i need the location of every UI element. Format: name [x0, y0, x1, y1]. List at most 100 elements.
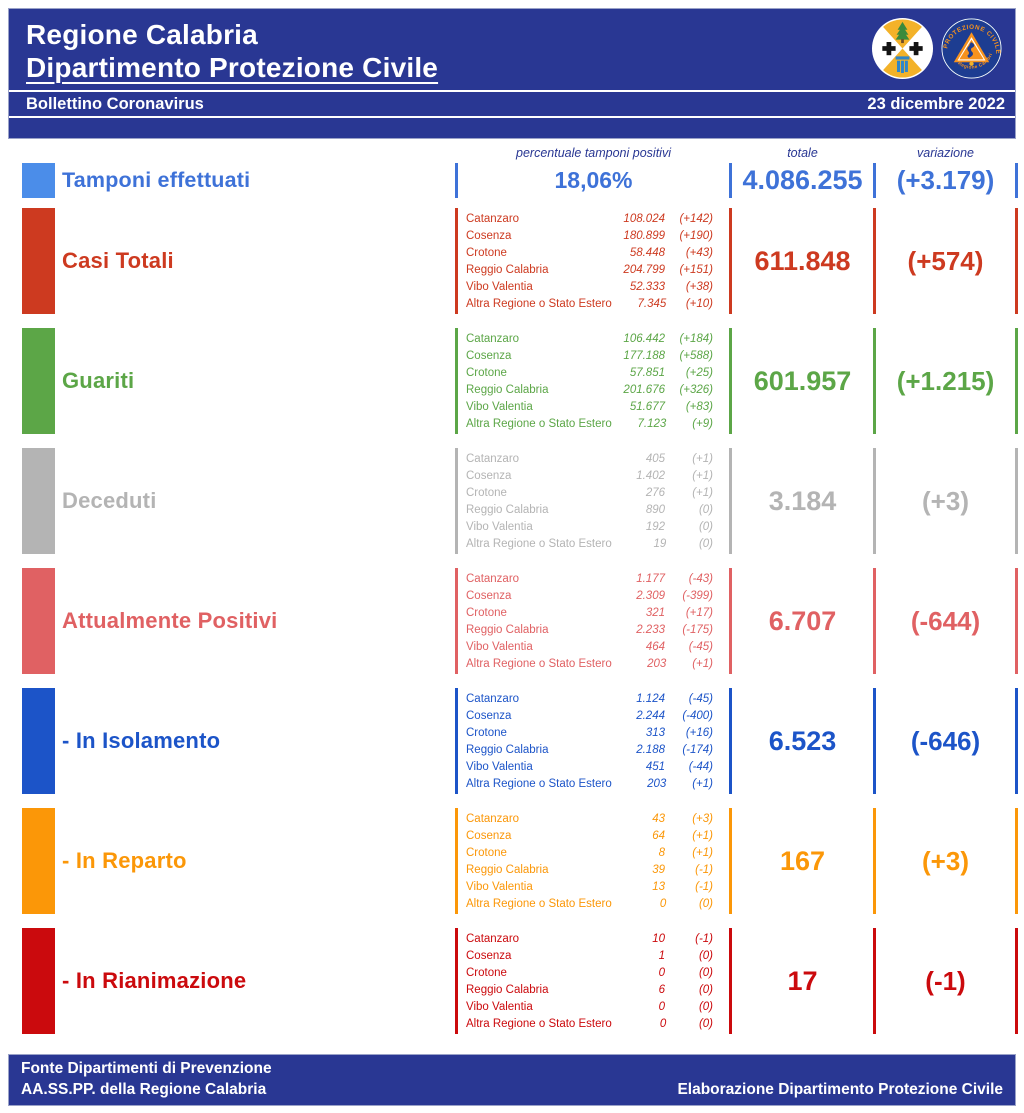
column-separator: [1015, 808, 1018, 914]
province-name: Cosenza: [466, 349, 512, 362]
province-line: Vibo Valentia 13 (-1): [466, 878, 713, 895]
tamponi-variation-value: (+3.179): [896, 165, 995, 195]
bulletin-banner: Regione Calabria Dipartimento Protezione…: [8, 8, 1016, 139]
column-separator: [873, 928, 876, 1034]
row-color-bar: [22, 328, 55, 434]
column-separator: [1015, 163, 1018, 198]
column-separator: [729, 808, 732, 914]
province-variation: (+25): [685, 366, 713, 379]
province-variation: (+9): [692, 417, 713, 430]
province-name: Catanzaro: [466, 572, 520, 585]
province-line: Reggio Calabria 204.799 (+151): [466, 261, 713, 278]
province-name: Cosenza: [466, 949, 512, 962]
province-name: Altra Regione o Stato Estero: [466, 897, 612, 910]
province-variation: (-1): [695, 880, 713, 893]
row-label: Deceduti: [62, 488, 157, 513]
province-line: Catanzaro 106.442 (+184): [466, 330, 713, 347]
province-variation: (0): [698, 520, 713, 533]
province-variation: (0): [698, 503, 713, 516]
province-name: Crotone: [466, 606, 507, 619]
province-value: 2.309: [636, 589, 665, 602]
province-variation: (-1): [695, 932, 713, 945]
province-value: 1.124: [636, 692, 665, 705]
province-value: 64: [652, 829, 665, 842]
province-variation: (+1): [692, 829, 713, 842]
bulletin-subbar: Bollettino Coronavirus 23 dicembre 2022: [9, 92, 1015, 116]
banner-divider: [9, 90, 1015, 92]
row-variation-value: (+3): [922, 485, 969, 516]
province-variation: (+1): [692, 452, 713, 465]
province-variation: (+184): [679, 332, 713, 345]
column-separator: [729, 448, 732, 554]
province-line: Reggio Calabria 2.188 (-174): [466, 741, 713, 758]
province-name: Vibo Valentia: [466, 640, 533, 653]
province-variation: (+190): [679, 229, 713, 242]
province-value: 2.188: [636, 743, 665, 756]
province-value: 201.676: [623, 383, 665, 396]
province-value: 1.177: [636, 572, 665, 585]
province-line: Crotone 313 (+16): [466, 724, 713, 741]
province-name: Crotone: [466, 366, 507, 379]
province-variation: (+1): [692, 657, 713, 670]
province-line: Altra Regione o Stato Estero 203 (+1): [466, 775, 713, 792]
province-line: Vibo Valentia 52.333 (+38): [466, 278, 713, 295]
row-color-bar: [22, 448, 55, 554]
province-variation: (+588): [679, 349, 713, 362]
stat-row: Guariti Catanzaro 106.442 (+184) Cosenza 177…: [0, 328, 1024, 434]
province-variation: (-43): [688, 572, 713, 585]
bulletin-date: 23 dicembre 2022: [867, 94, 1005, 113]
column-separator: [1015, 328, 1018, 434]
province-variation: (+83): [685, 400, 713, 413]
province-value: 321: [645, 606, 665, 619]
province-value: 451: [645, 760, 665, 773]
regione-calabria-logo-icon: [871, 17, 934, 80]
province-line: Crotone 8 (+1): [466, 844, 713, 861]
row-color-bar: [22, 688, 55, 794]
province-line: Altra Regione o Stato Estero 203 (+1): [466, 655, 713, 672]
province-value: 192: [645, 520, 665, 533]
province-line: Catanzaro 1.124 (-45): [466, 690, 713, 707]
column-separator: [729, 568, 732, 674]
province-value: 203: [647, 657, 667, 670]
column-separator: [873, 808, 876, 914]
column-separator: [729, 163, 732, 198]
province-value: 13: [652, 880, 665, 893]
banner-title-area: Regione Calabria Dipartimento Protezione…: [9, 9, 1015, 90]
province-name: Catanzaro: [466, 212, 520, 225]
column-separator: [1015, 448, 1018, 554]
column-separator: [455, 208, 458, 314]
province-variation: (+1): [692, 846, 713, 859]
province-line: Crotone 57.851 (+25): [466, 364, 713, 381]
province-breakdown: Catanzaro 43 (+3) Cosenza 64 (+1) Crotone 8 (+1)…: [458, 808, 729, 914]
province-variation: (+10): [685, 297, 713, 310]
province-value: 52.333: [629, 280, 665, 293]
province-name: Vibo Valentia: [466, 1000, 533, 1013]
protezione-civile-logo-icon: PROTEZIONE CIVILE Regione Calabria: [940, 17, 1003, 80]
footer-elaboration: Elaborazione Dipartimento Protezione Civ…: [677, 1081, 1003, 1098]
province-value: 57.851: [629, 366, 665, 379]
column-separator: [729, 928, 732, 1034]
stat-row: Casi Totali Catanzaro 108.024 (+142) Cosenz…: [0, 208, 1024, 314]
stat-row: - In Rianimazione Catanzaro 10 (-1) Cosenza…: [0, 928, 1024, 1034]
province-line: Crotone 0 (0): [466, 964, 713, 981]
province-breakdown: Catanzaro 106.442 (+184) Cosenza 177.188 (+58…: [458, 328, 729, 434]
province-variation: (0): [698, 1017, 713, 1030]
province-line: Altra Regione o Stato Estero 7.123 (+9): [466, 415, 713, 432]
stat-row: Attualmente Positivi Catanzaro 1.177 (-43)…: [0, 568, 1024, 674]
province-line: Altra Regione o Stato Estero 19 (0): [466, 535, 713, 552]
province-variation: (+1): [692, 777, 713, 790]
province-variation: (+3): [692, 812, 713, 825]
column-separator: [873, 568, 876, 674]
row-color-bar: [22, 808, 55, 914]
province-name: Reggio Calabria: [466, 383, 549, 396]
province-variation: (+38): [685, 280, 713, 293]
province-line: Catanzaro 405 (+1): [466, 450, 713, 467]
province-line: Cosenza 177.188 (+588): [466, 347, 713, 364]
province-name: Crotone: [466, 726, 507, 739]
province-name: Cosenza: [466, 709, 512, 722]
province-variation: (0): [698, 537, 713, 550]
column-separator: [1015, 928, 1018, 1034]
province-line: Vibo Valentia 0 (0): [466, 998, 713, 1015]
total-column-header: totale: [787, 146, 818, 160]
column-separator: [873, 328, 876, 434]
